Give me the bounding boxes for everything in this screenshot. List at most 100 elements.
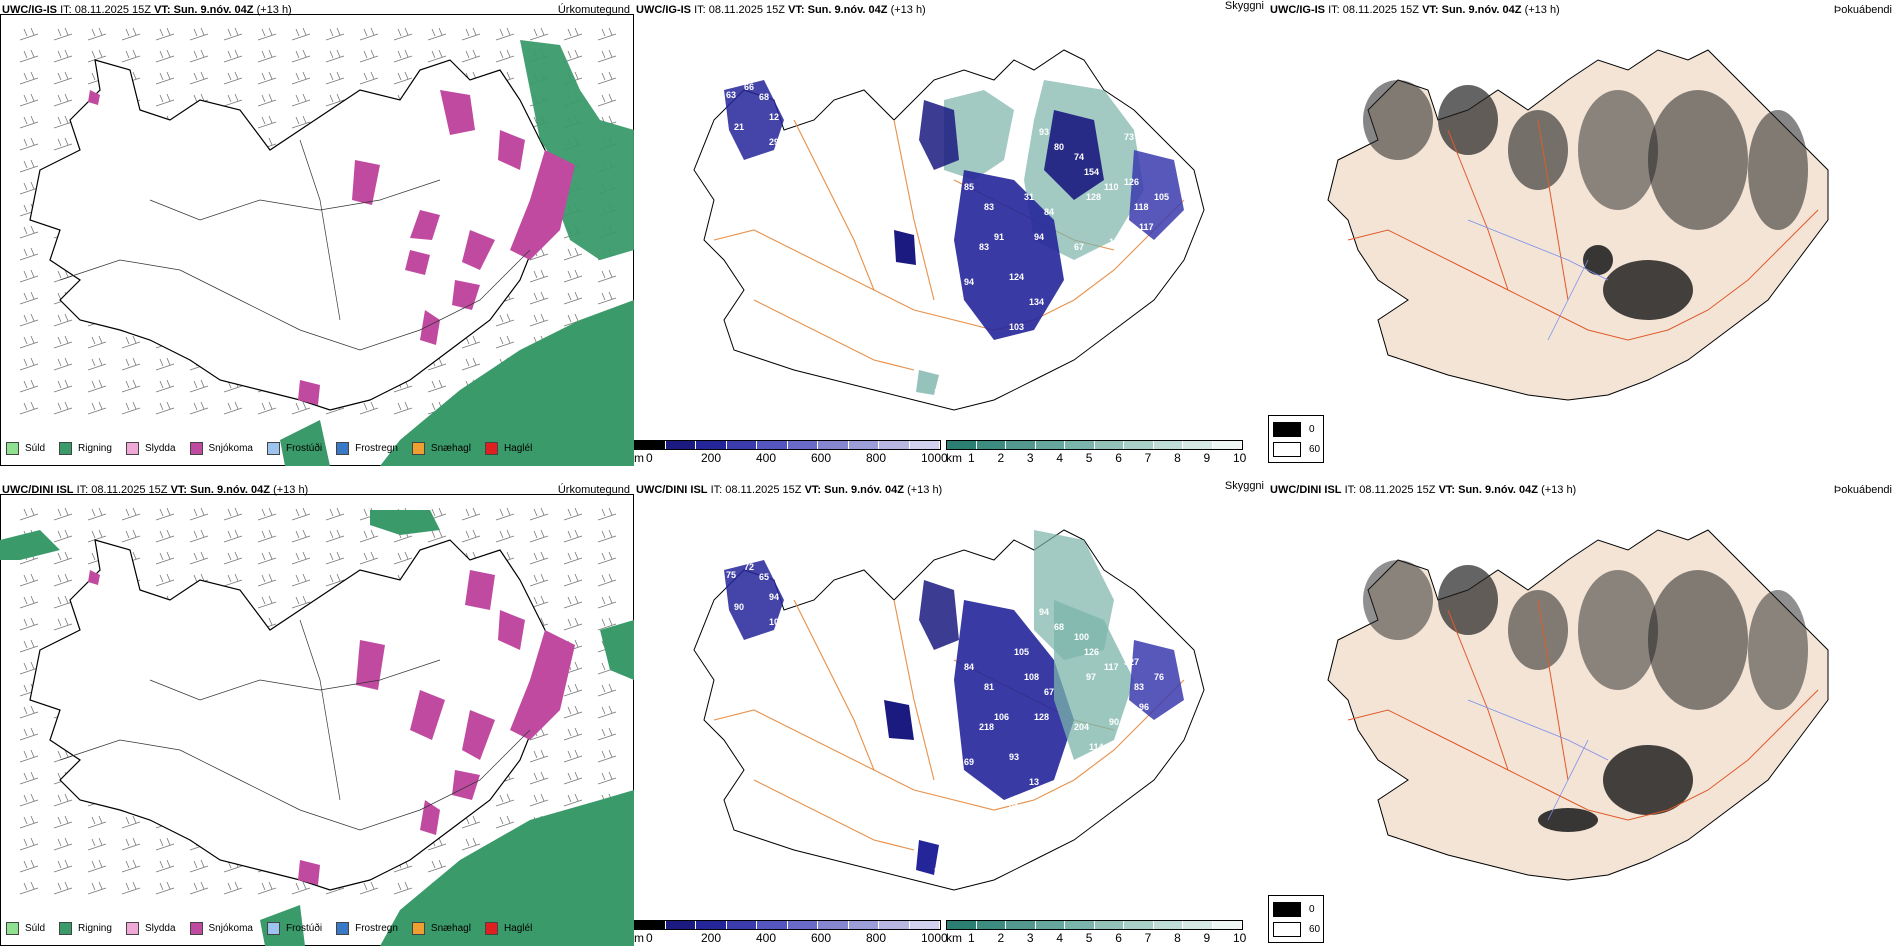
wind-barb [53, 401, 73, 415]
wind-barb [427, 379, 447, 393]
colorbar-segment [879, 441, 910, 449]
visibility-value-label: 67 [1074, 242, 1084, 252]
legend-item: Frostúði [266, 442, 322, 455]
wind-barb [257, 27, 277, 41]
wind-barb [291, 881, 311, 895]
wind-barb [155, 49, 175, 63]
legend-label: Snjókoma [208, 443, 253, 454]
visibility-value-label: 83 [889, 634, 899, 644]
wind-barb [461, 529, 481, 543]
colorbar-tick: 1000 [921, 451, 948, 465]
wind-barb [155, 529, 175, 543]
colorbar-segment [665, 921, 696, 929]
colorbar-segment [635, 921, 666, 929]
lead-time: (+13 h) [1524, 4, 1560, 16]
visibility-value-label: 103 [1009, 322, 1024, 332]
wind-barb [19, 115, 39, 129]
wind-barb [121, 49, 141, 63]
wind-barb [597, 507, 617, 521]
precip-legend: Súld Rigning Slydda Snjókoma Frostúði Frostre… [6, 922, 546, 935]
colorbar-segment [635, 441, 666, 449]
wind-barb [257, 49, 277, 63]
wind-barb [427, 529, 447, 543]
visibility-value-label: 87 [1044, 332, 1054, 342]
wind-barb [19, 401, 39, 415]
wind-barb [291, 71, 311, 85]
visibility-value-label: 207 [934, 832, 949, 842]
visibility-value-label: 105 [1154, 192, 1169, 202]
visibility-value-label: 114 [1089, 742, 1104, 752]
colorbar-segment [1124, 441, 1154, 449]
visibility-value-label: 4 [1014, 167, 1019, 177]
wind-barb [597, 269, 617, 283]
visibility-value-label: 67 [1124, 612, 1134, 622]
wind-barb [121, 27, 141, 41]
visibility-value-label: 90 [1109, 717, 1119, 727]
colorbar-tick: 0 [646, 451, 653, 465]
wind-barb [19, 727, 39, 741]
rivers [1467, 699, 1609, 821]
wind-barb [53, 335, 73, 349]
wind-barb [597, 727, 617, 741]
colorbar-segment [1094, 441, 1124, 449]
wind-barb [563, 683, 583, 697]
visibility-value-label: 126 [1124, 177, 1139, 187]
wind-barb [563, 291, 583, 305]
wind-barb [19, 225, 39, 239]
wind-barb [53, 137, 73, 151]
wind-barb [87, 335, 107, 349]
wind-barb [53, 27, 73, 41]
fog-legend-item: 60 [1273, 922, 1320, 937]
legend-item: Slydda [125, 922, 176, 935]
visibility-value-label: 117 [1104, 662, 1119, 672]
colorbar-tick: 1 [968, 451, 975, 465]
colorbar-segment [1124, 921, 1154, 929]
visibility-value-label: 81 [984, 682, 994, 692]
legend-swatch [59, 922, 73, 935]
visibility-value-label: 89 [944, 172, 954, 182]
panel-header: UWC/IG-IS IT: 08.11.2025 15Z VT: Sun. 9.… [636, 4, 926, 16]
panel-title: Þokuábendi [1833, 4, 1892, 16]
colorbar-tick: 6 [1115, 451, 1122, 465]
visibility-value-label: 98 [914, 322, 924, 332]
wind-barb [189, 859, 209, 873]
legend-label: Rigning [78, 443, 112, 454]
wind-barb [121, 837, 141, 851]
wind-barb [563, 617, 583, 631]
wind-barb [223, 573, 243, 587]
wind-barb [597, 291, 617, 305]
panel-title: Þokuábendi [1833, 484, 1892, 496]
wind-barb [53, 859, 73, 873]
fog-legend-item: 60 [1273, 442, 1320, 457]
legend-label: Snjókoma [208, 923, 253, 934]
wind-barb [19, 269, 39, 283]
wind-barb [189, 401, 209, 415]
visibility-value-label: 85 [964, 182, 974, 192]
colorbar-segment [909, 921, 940, 929]
visibility-value-label: 94 [1034, 232, 1044, 242]
fog-density [1363, 80, 1808, 320]
roads [59, 619, 531, 831]
it-value: 08.11.2025 15Z [91, 484, 168, 496]
wind-barb [87, 529, 107, 543]
colorbar-segment [1006, 441, 1036, 449]
rivers [1467, 219, 1609, 341]
wind-barb [359, 881, 379, 895]
wind-barb [19, 335, 39, 349]
visibility-value-label: 94 [769, 592, 779, 602]
wind-barb [529, 793, 549, 807]
colorbar-tick: 7 [1144, 931, 1152, 945]
legend-swatch [411, 922, 425, 935]
visibility-value-label: 97 [1086, 672, 1096, 682]
fog-legend-label: 60 [1309, 444, 1321, 455]
fog-density [1363, 560, 1808, 832]
legend-label: Haglél [503, 923, 533, 934]
panel-header: UWC/DINI ISL IT: 08.11.2025 15Z VT: Sun.… [2, 484, 308, 496]
legend-item: Rigning [59, 442, 112, 455]
wind-barb [359, 49, 379, 63]
visibility-value-label: 108 [1024, 672, 1039, 682]
panel-title: Úrkomutegund [557, 4, 630, 16]
wind-barb [393, 401, 413, 415]
colorbar-strip [946, 440, 1243, 450]
vt-label: VT: [154, 4, 171, 16]
